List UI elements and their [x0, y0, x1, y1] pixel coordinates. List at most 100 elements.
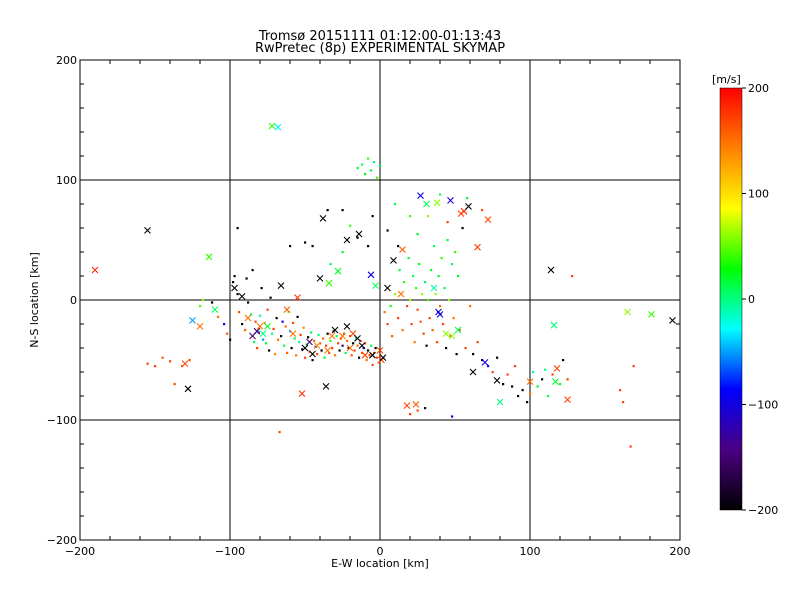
data-dot: [287, 311, 290, 314]
data-dot: [323, 356, 326, 359]
data-dot: [254, 320, 257, 323]
data-dot: [277, 338, 280, 341]
data-cross: [339, 332, 346, 340]
data-dot: [211, 301, 214, 304]
data-dot: [296, 315, 299, 318]
data-dot: [526, 401, 529, 404]
data-dot: [344, 351, 347, 354]
data-dot: [169, 360, 172, 363]
data-cross: [196, 323, 204, 330]
plot-grid: [80, 60, 680, 540]
data-cross: [298, 390, 306, 397]
data-dot: [394, 293, 397, 296]
x-tick-label: −100: [215, 545, 245, 558]
data-cross: [355, 230, 363, 238]
data-dot: [389, 305, 392, 308]
data-dot: [238, 311, 241, 314]
data-dot: [245, 277, 248, 280]
data-dot: [236, 227, 239, 230]
data-dot: [272, 327, 275, 330]
data-dot: [407, 257, 410, 260]
data-dot: [521, 389, 524, 392]
data-cross: [553, 365, 561, 372]
data-dot: [284, 325, 287, 328]
data-cross: [493, 377, 501, 384]
data-dot: [461, 227, 464, 230]
data-dot: [260, 287, 263, 290]
data-dot: [236, 293, 239, 296]
data-cross: [91, 266, 99, 274]
data-cross: [372, 282, 379, 289]
data-cross: [433, 199, 441, 207]
data-cross: [526, 378, 534, 385]
data-dot: [391, 335, 394, 338]
data-cross: [313, 342, 321, 349]
data-dot: [364, 342, 367, 345]
data-dot: [268, 349, 271, 352]
data-dot: [409, 413, 412, 416]
data-dot: [281, 320, 284, 323]
data-cross: [264, 323, 271, 330]
y-tick-label: 100: [56, 174, 77, 187]
data-dot: [379, 164, 382, 167]
data-dot: [311, 359, 314, 362]
data-dot: [298, 341, 301, 344]
data-dot: [571, 275, 574, 278]
data-dot: [347, 347, 350, 350]
data-dot: [544, 368, 547, 371]
y-axis-label: N-S location [km]: [28, 252, 41, 348]
data-dot: [562, 359, 565, 362]
data-dot: [307, 336, 310, 339]
data-dot: [199, 305, 202, 308]
data-dot: [269, 296, 272, 299]
data-cross: [244, 314, 252, 322]
data-cross: [367, 271, 375, 279]
data-dot: [293, 337, 296, 340]
data-dot: [188, 359, 191, 362]
colorbar: [719, 87, 743, 511]
data-dot: [217, 315, 220, 318]
data-dot: [443, 287, 446, 290]
data-dot: [334, 354, 337, 357]
data-dot: [263, 321, 266, 324]
data-dot: [337, 342, 340, 345]
data-cross: [328, 332, 336, 340]
data-dot: [341, 344, 344, 347]
data-dot: [437, 275, 440, 278]
data-dot: [232, 281, 235, 284]
data-dot: [386, 229, 389, 232]
data-dot: [439, 193, 442, 196]
data-dot: [422, 332, 425, 335]
data-dot: [223, 323, 226, 326]
data-dot: [313, 339, 316, 342]
data-cross: [346, 344, 354, 352]
data-dot: [251, 269, 254, 272]
data-dot: [286, 351, 289, 354]
data-dot: [358, 356, 361, 359]
data-dot: [283, 344, 286, 347]
data-dot: [271, 332, 274, 335]
data-dot: [445, 347, 448, 350]
data-dot: [425, 344, 428, 347]
data-dot: [455, 353, 458, 356]
data-cross: [564, 396, 571, 403]
x-tick-label: 0: [377, 545, 384, 558]
data-dot: [259, 314, 262, 317]
data-dot: [280, 335, 283, 338]
data-cross: [184, 385, 192, 393]
data-dot: [457, 275, 460, 278]
data-dot: [302, 326, 305, 329]
y-tick-label: 200: [56, 54, 77, 67]
data-cross: [205, 253, 213, 261]
data-dot: [458, 329, 461, 332]
data-cross: [343, 236, 351, 244]
data-cross: [324, 347, 331, 354]
data-dot: [154, 365, 157, 368]
data-dot: [397, 245, 400, 248]
data-cross: [648, 311, 655, 318]
data-dot: [361, 163, 364, 166]
data-dot: [250, 313, 253, 316]
data-dot: [241, 323, 244, 326]
data-dot: [469, 305, 472, 308]
